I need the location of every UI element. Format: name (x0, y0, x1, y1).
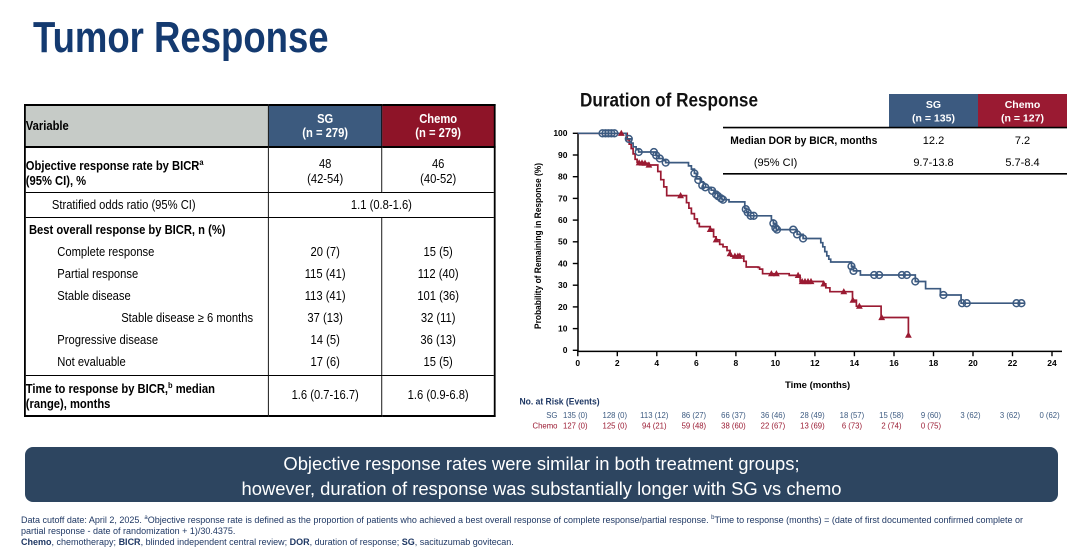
svg-text:30: 30 (558, 280, 568, 290)
svg-text:125 (0): 125 (0) (603, 421, 628, 430)
svg-text:5.7-8.4: 5.7-8.4 (1005, 157, 1039, 169)
svg-text:7.2: 7.2 (1015, 135, 1030, 147)
svg-text:0: 0 (575, 358, 580, 368)
svg-text:50: 50 (558, 237, 568, 247)
svg-text:14: 14 (850, 358, 860, 368)
svg-text:8: 8 (734, 358, 739, 368)
svg-text:16: 16 (889, 358, 899, 368)
svg-text:Median DOR by BICR, months: Median DOR by BICR, months (730, 135, 877, 147)
svg-text:9 (60): 9 (60) (921, 411, 941, 420)
svg-text:40: 40 (558, 258, 568, 268)
svg-text:13 (69): 13 (69) (800, 421, 825, 430)
svg-text:3 (62): 3 (62) (960, 411, 980, 420)
svg-text:86 (27): 86 (27) (682, 411, 707, 420)
svg-text:135 (0): 135 (0) (563, 411, 588, 420)
svg-text:15 (58): 15 (58) (879, 411, 904, 420)
svg-text:94 (21): 94 (21) (642, 421, 667, 430)
svg-text:9.7-13.8: 9.7-13.8 (913, 157, 953, 169)
svg-text:6: 6 (694, 358, 699, 368)
svg-text:No. at Risk (Events): No. at Risk (Events) (519, 396, 599, 407)
svg-text:(n = 135): (n = 135) (912, 113, 955, 125)
svg-text:22 (67): 22 (67) (761, 421, 786, 430)
svg-text:100: 100 (553, 128, 567, 138)
svg-text:0 (75): 0 (75) (921, 421, 941, 430)
svg-text:66 (37): 66 (37) (721, 411, 746, 420)
svg-text:20: 20 (558, 302, 568, 312)
svg-text:36 (46): 36 (46) (761, 411, 786, 420)
svg-text:22: 22 (1008, 358, 1018, 368)
svg-text:(95% CI): (95% CI) (754, 157, 797, 169)
svg-text:Chemo: Chemo (533, 421, 558, 430)
svg-text:12.2: 12.2 (923, 135, 944, 147)
svg-text:24: 24 (1047, 358, 1057, 368)
svg-text:28 (49): 28 (49) (800, 411, 825, 420)
svg-text:Probability of Remaining in Re: Probability of Remaining in Response (%) (533, 163, 543, 329)
svg-text:2: 2 (615, 358, 620, 368)
svg-text:60: 60 (558, 215, 568, 225)
svg-text:90: 90 (558, 150, 568, 160)
svg-text:(n = 127): (n = 127) (1001, 113, 1044, 125)
svg-text:SG: SG (926, 99, 941, 111)
svg-text:10: 10 (771, 358, 781, 368)
svg-text:0 (62): 0 (62) (1039, 411, 1059, 420)
svg-text:Duration of Response: Duration of Response (580, 90, 758, 112)
svg-text:38 (60): 38 (60) (721, 421, 746, 430)
svg-text:12: 12 (810, 358, 820, 368)
svg-text:SG: SG (546, 411, 557, 420)
svg-text:10: 10 (558, 324, 568, 334)
svg-text:2 (74): 2 (74) (881, 421, 901, 430)
svg-text:70: 70 (558, 193, 568, 203)
svg-text:Time (months): Time (months) (785, 380, 850, 391)
svg-text:80: 80 (558, 172, 568, 182)
svg-text:6 (73): 6 (73) (842, 421, 862, 430)
svg-text:128 (0): 128 (0) (603, 411, 628, 420)
svg-text:127 (0): 127 (0) (563, 421, 588, 430)
svg-text:3 (62): 3 (62) (1000, 411, 1020, 420)
svg-text:113 (12): 113 (12) (640, 411, 668, 420)
svg-text:20: 20 (968, 358, 978, 368)
svg-text:18: 18 (929, 358, 939, 368)
svg-text:0: 0 (563, 345, 568, 355)
svg-text:59 (48): 59 (48) (682, 421, 707, 430)
svg-text:18 (57): 18 (57) (840, 411, 865, 420)
svg-text:Chemo: Chemo (1005, 99, 1041, 111)
svg-text:4: 4 (654, 358, 659, 368)
